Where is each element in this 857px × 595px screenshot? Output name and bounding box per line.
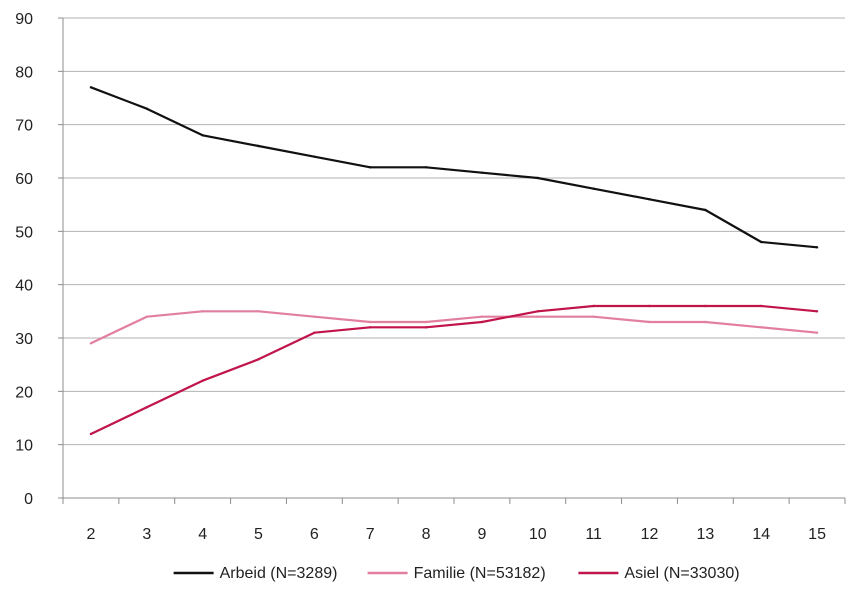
data-point-series-2 [648,320,651,324]
data-point-series-2 [89,342,93,345]
data-point-series-1 [815,246,819,249]
data-point-series-1 [480,171,484,174]
x-tick-label: 5 [254,526,263,543]
data-point-series-2 [704,320,707,324]
x-tick-label: 10 [529,526,547,543]
data-point-series-1 [704,208,707,212]
x-tick-label: 2 [86,526,95,543]
data-point-series-2 [760,326,763,329]
series-line-3 [90,304,818,435]
x-tick-label: 13 [696,526,714,543]
data-point-series-3 [704,304,707,308]
series-line-2 [90,310,818,345]
series-line-1 [90,86,818,249]
data-point-series-1 [369,166,372,169]
data-point-series-1 [592,187,595,190]
y-tick-label: 50 [15,224,33,241]
y-tick-label: 90 [15,11,33,28]
data-point-series-2 [536,315,539,318]
data-point-series-2 [592,315,595,318]
y-tick-label: 30 [15,331,33,348]
legend-label-2: Familie (N=53182) [414,565,546,582]
data-point-series-3 [815,310,819,313]
y-tick-label: 40 [15,278,33,295]
data-point-series-1 [760,240,763,244]
x-tick-label: 9 [477,526,486,543]
data-point-series-1 [257,144,260,148]
data-point-series-3 [592,304,595,308]
x-tick-label: 8 [422,526,431,543]
data-point-series-3 [424,326,428,329]
data-point-series-2 [257,310,260,313]
data-point-series-3 [648,304,651,308]
y-tick-label: 10 [15,438,33,455]
legend-label-1: Arbeid (N=3289) [220,565,338,582]
data-point-series-1 [201,134,204,137]
data-point-series-3 [145,406,148,409]
x-tick-label: 7 [366,526,375,543]
data-point-series-2 [815,331,819,334]
data-point-series-2 [145,315,148,318]
data-point-series-1 [536,176,539,180]
y-tick-label: 60 [15,171,33,188]
data-point-series-3 [369,326,372,329]
data-point-series-3 [536,310,539,313]
x-tick-label: 14 [752,526,770,543]
data-point-series-3 [313,331,316,334]
data-point-series-1 [89,86,93,89]
x-tick-label: 6 [310,526,319,543]
data-point-series-3 [257,358,260,361]
data-point-series-1 [145,107,148,110]
y-tick-label: 80 [15,64,33,81]
legend-label-3: Asiel (N=33030) [624,565,739,582]
data-point-series-1 [424,166,428,169]
data-point-series-1 [648,198,651,201]
data-point-series-2 [480,315,484,318]
data-point-series-1 [313,155,316,158]
data-point-series-2 [424,320,428,324]
data-point-series-2 [369,320,372,324]
x-tick-label: 12 [641,526,659,543]
x-tick-label: 15 [808,526,826,543]
data-point-series-3 [201,379,204,382]
x-tick-label: 4 [198,526,207,543]
data-point-series-2 [313,315,316,318]
data-point-series-2 [201,310,204,313]
x-tick-label: 11 [585,526,602,543]
y-tick-label: 20 [15,384,33,401]
y-tick-label: 70 [15,118,33,135]
y-tick-label: 0 [24,491,33,508]
x-tick-label: 3 [142,526,151,543]
data-point-series-3 [760,304,763,308]
data-point-series-3 [480,320,484,324]
data-point-series-3 [89,432,93,436]
